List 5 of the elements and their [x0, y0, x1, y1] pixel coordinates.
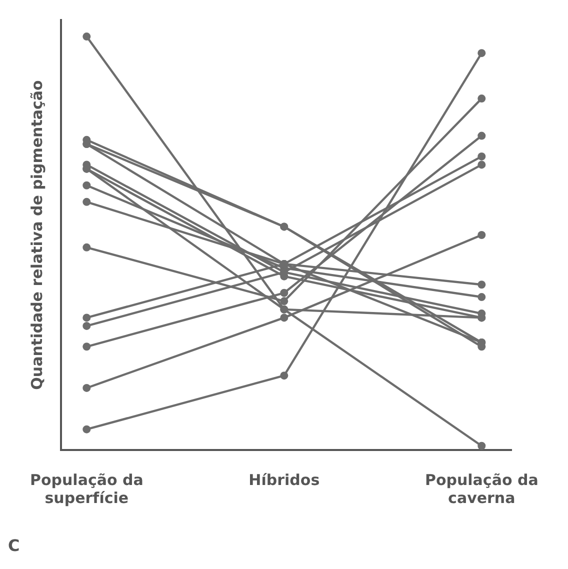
text: C [8, 536, 20, 555]
y-axis-title: Quantidade relativa de pigmentação [28, 80, 46, 390]
x-tick-label: População da superfície [30, 470, 144, 507]
x-tick-label: População da caverna [424, 470, 538, 507]
x-tick-label: Híbridos [248, 470, 320, 489]
